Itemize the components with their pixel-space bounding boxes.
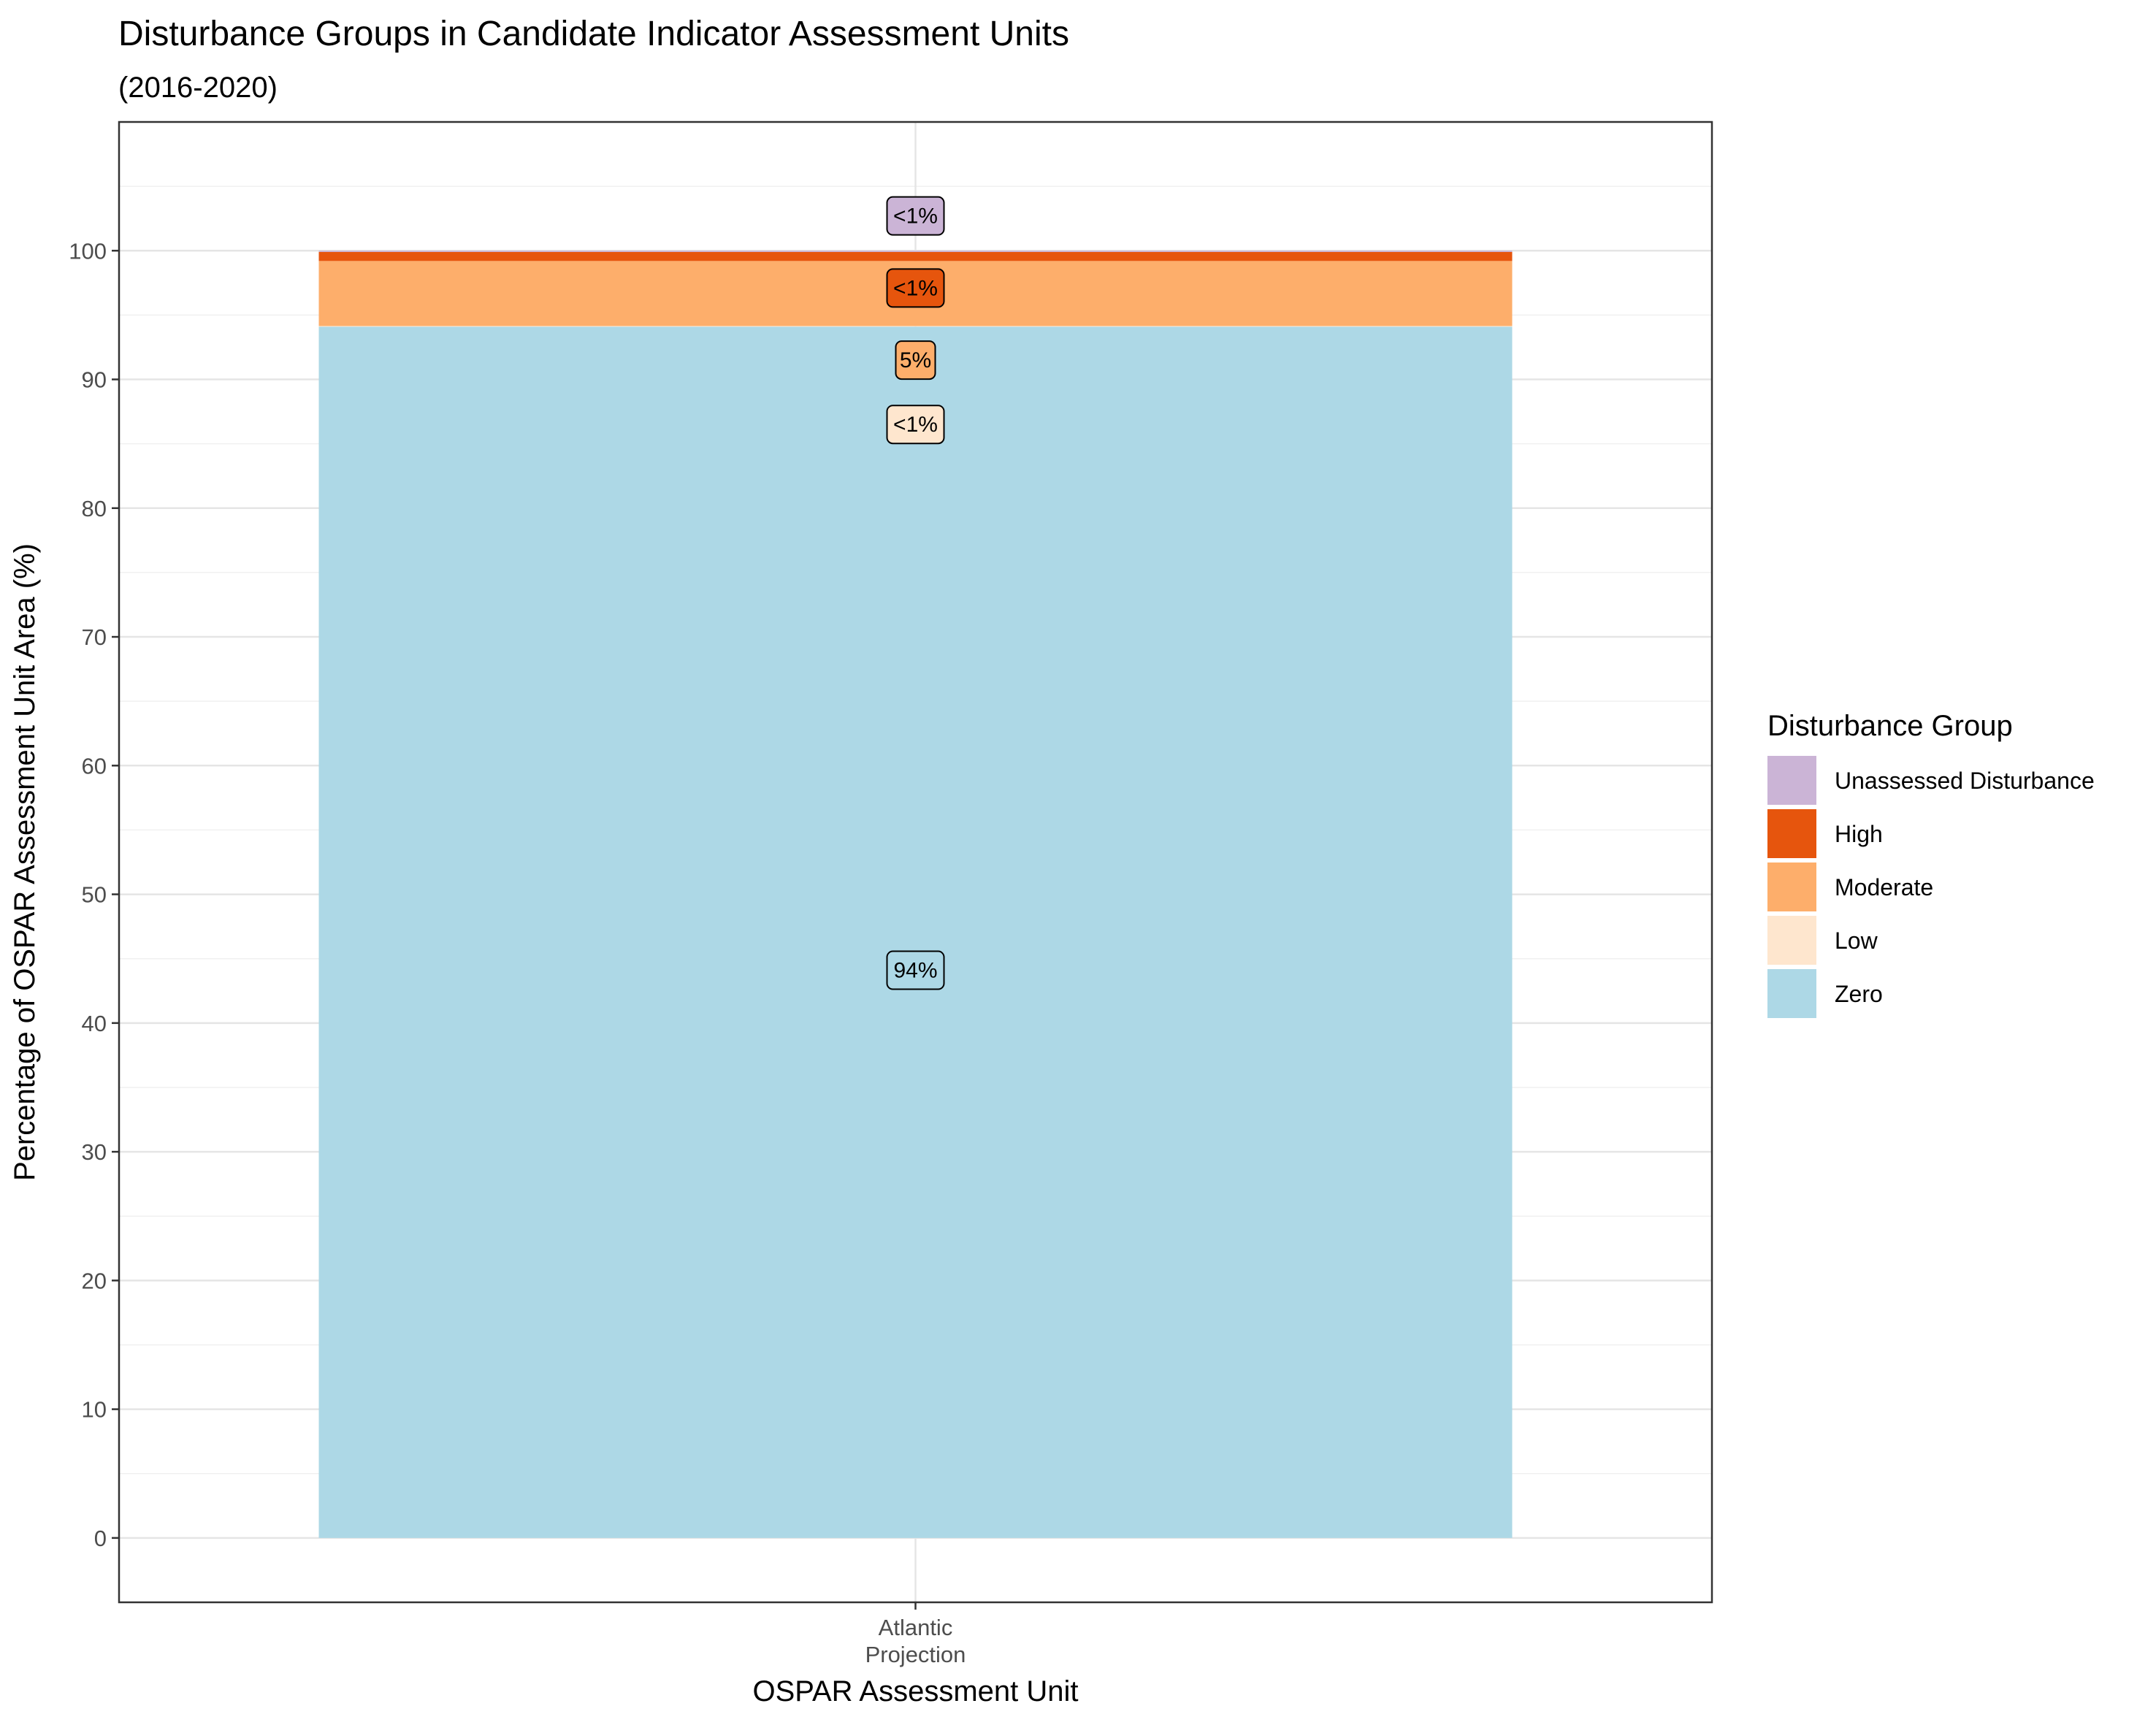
legend-item-high: High: [1767, 809, 1883, 858]
legend-items: Unassessed Disturbance High Moderate Low Zer…: [1767, 756, 2095, 1018]
y-tick-label: 30: [82, 1139, 107, 1165]
y-tick-label: 50: [82, 882, 107, 908]
bar-segment-zero: [318, 326, 1513, 1538]
x-tick-label: Atlantic Projection: [865, 1615, 966, 1667]
x-tick-label-line: Atlantic: [879, 1615, 953, 1640]
bars: [318, 250, 1513, 1538]
data-label-box: [886, 405, 945, 445]
legend-swatch: [1767, 809, 1816, 858]
data-label-zero: 94%: [886, 950, 945, 990]
data-label-high: <1%: [886, 268, 945, 308]
y-tick-label: 20: [82, 1268, 107, 1293]
legend-label: Unassessed Disturbance: [1835, 768, 2095, 794]
y-tick-label: 0: [94, 1526, 107, 1551]
legend-label: Moderate: [1835, 874, 1933, 900]
data-label-text: 94%: [893, 959, 937, 983]
legend: Disturbance Group Unassessed Disturbance…: [1767, 710, 2095, 1018]
data-label-unassessed-disturbance: <1%: [886, 196, 945, 236]
bar-segment-high: [318, 252, 1513, 261]
data-label-low: <1%: [886, 405, 945, 445]
y-axis-title: Percentage of OSPAR Assessment Unit Area…: [9, 543, 41, 1181]
y-tick-label: 60: [82, 753, 107, 779]
data-label-text: <1%: [893, 276, 938, 300]
data-label-moderate: 5%: [895, 340, 936, 380]
legend-label: High: [1835, 821, 1883, 847]
y-tick-label: 10: [82, 1397, 107, 1423]
data-label-box: [886, 950, 945, 990]
legend-item-moderate: Moderate: [1767, 862, 1933, 911]
data-label-box: [886, 268, 945, 308]
x-axis-title: OSPAR Assessment Unit: [752, 1675, 1078, 1707]
data-label-text: <1%: [893, 413, 938, 437]
data-labels: 94% <1% 5% <1% <1%: [886, 196, 945, 990]
x-tick-label-line: Projection: [865, 1642, 966, 1667]
data-label-box: [895, 340, 936, 380]
data-label-text: 5%: [900, 348, 931, 372]
legend-swatch: [1767, 969, 1816, 1018]
legend-item-low: Low: [1767, 916, 1878, 965]
legend-item-zero: Zero: [1767, 969, 1883, 1018]
y-tick-label: 80: [82, 496, 107, 521]
x-axis: Atlantic Projection: [865, 1602, 966, 1667]
data-label-text: <1%: [893, 204, 938, 229]
y-tick-label: 70: [82, 624, 107, 650]
legend-title: Disturbance Group: [1767, 710, 2013, 742]
chart-title: Disturbance Groups in Candidate Indicato…: [118, 15, 1069, 53]
y-tick-label: 100: [69, 238, 107, 264]
bar-segment-unassessed-disturbance: [318, 250, 1513, 253]
legend-item-unassessed-disturbance: Unassessed Disturbance: [1767, 756, 2095, 805]
y-tick-label: 90: [82, 367, 107, 393]
y-axis: 0 10 20 30 40 50 60 70 80 90 100: [69, 238, 119, 1551]
data-label-box: [886, 196, 945, 236]
legend-swatch: [1767, 756, 1816, 805]
legend-label: Low: [1835, 927, 1878, 954]
legend-swatch: [1767, 916, 1816, 965]
y-tick-label: 40: [82, 1011, 107, 1036]
legend-swatch: [1767, 862, 1816, 911]
chart-subtitle: (2016-2020): [118, 72, 278, 104]
legend-label: Zero: [1835, 981, 1883, 1007]
